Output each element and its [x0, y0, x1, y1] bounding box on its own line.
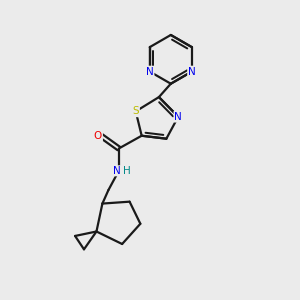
- Text: H: H: [123, 166, 131, 176]
- Text: O: O: [94, 131, 102, 141]
- Text: N: N: [188, 67, 196, 76]
- Text: N: N: [174, 112, 182, 122]
- Text: N: N: [146, 67, 154, 76]
- Text: S: S: [132, 106, 139, 116]
- Text: N: N: [113, 166, 121, 176]
